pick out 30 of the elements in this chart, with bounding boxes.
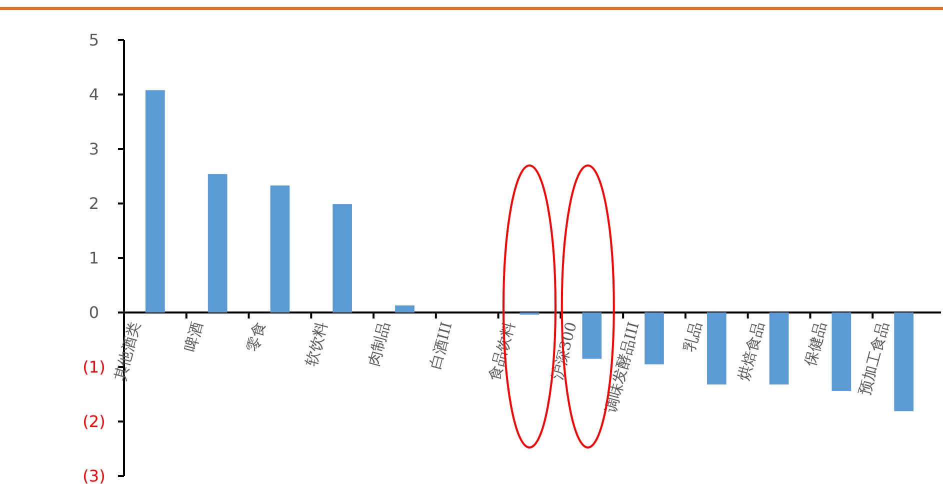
bar — [644, 312, 664, 364]
x-tick-label: 软饮料 — [302, 320, 331, 368]
y-tick-label: 0 — [88, 303, 100, 322]
x-tick-label: 预加工食品 — [856, 320, 892, 398]
bar — [146, 90, 165, 312]
y-tick-label: 4 — [88, 85, 100, 104]
x-tick-label: 白酒III — [426, 320, 456, 371]
x-tick-label: 保健品 — [800, 320, 830, 368]
y-tick-label: 2 — [88, 194, 100, 214]
bar — [208, 174, 228, 312]
x-tick-label: 零食 — [243, 320, 268, 354]
y-tick-label: (1) — [82, 358, 106, 377]
bar — [270, 186, 290, 312]
y-tick-label: 3 — [88, 140, 100, 159]
bar — [832, 312, 852, 391]
bar — [769, 312, 789, 384]
x-tick-label: 乳品 — [680, 320, 706, 354]
bar — [582, 312, 602, 359]
y-tick-label: (3) — [82, 466, 106, 484]
bar — [332, 204, 352, 312]
y-tick-label: (2) — [82, 412, 106, 432]
x-tick-label: 烘焙食品 — [734, 320, 768, 383]
x-tick-label: 肉制品 — [364, 320, 394, 368]
x-tick-label: 其他酒类 — [110, 320, 144, 383]
bar — [894, 312, 914, 412]
x-tick-label: 啤酒 — [180, 320, 206, 354]
bar — [706, 312, 726, 384]
y-tick-label: 5 — [88, 30, 100, 50]
y-tick-label: 1 — [88, 248, 100, 268]
bar — [395, 305, 414, 312]
